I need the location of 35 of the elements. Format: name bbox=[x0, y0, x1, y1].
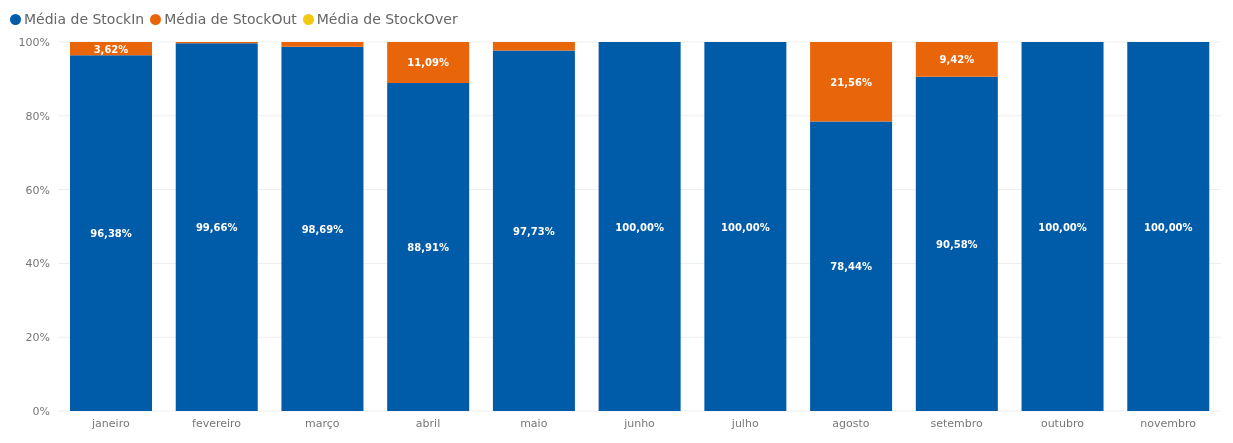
y-tick-label: 0% bbox=[32, 404, 50, 418]
data-label: 11,09% bbox=[407, 57, 450, 69]
legend-label: Média de StockOver bbox=[316, 11, 458, 27]
x-tick-label: janeiro bbox=[91, 416, 130, 430]
data-label: 21,56% bbox=[830, 76, 872, 88]
x-tick-label: maio bbox=[520, 416, 548, 430]
data-label: 98,69% bbox=[301, 223, 344, 235]
legend-label: Média de StockOut bbox=[164, 11, 297, 27]
y-tick-label: 40% bbox=[25, 257, 50, 271]
y-tick-label: 80% bbox=[25, 109, 50, 123]
data-label: 100,00% bbox=[1038, 221, 1087, 233]
data-label: 88,91% bbox=[407, 241, 450, 253]
data-label: 90,58% bbox=[935, 238, 978, 250]
data-label: 9,42% bbox=[939, 54, 975, 66]
y-tick-label: 60% bbox=[25, 183, 50, 197]
data-label: 3,62% bbox=[93, 43, 129, 55]
data-label: 99,66% bbox=[195, 222, 238, 234]
x-tick-label: março bbox=[305, 416, 340, 430]
legend-label: Média de StockIn bbox=[24, 11, 145, 27]
x-tick-label: outubro bbox=[1040, 416, 1085, 430]
x-tick-label: julho bbox=[730, 416, 759, 430]
x-tick-label: fevereiro bbox=[192, 416, 242, 430]
y-tick-label: 100% bbox=[18, 35, 50, 49]
x-tick-label: agosto bbox=[832, 416, 870, 430]
data-label: 96,38% bbox=[90, 228, 132, 240]
data-label: 100,00% bbox=[721, 221, 770, 233]
x-tick-label: novembro bbox=[1140, 416, 1197, 430]
data-label: 97,73% bbox=[513, 225, 555, 237]
y-tick-label: 20% bbox=[25, 331, 50, 345]
data-label: 100,00% bbox=[615, 221, 664, 233]
data-label: 100,00% bbox=[1143, 221, 1193, 233]
x-tick-label: junho bbox=[623, 416, 656, 430]
data-label: 78,44% bbox=[830, 261, 872, 273]
x-tick-label: setembro bbox=[930, 416, 984, 430]
x-tick-label: abril bbox=[415, 416, 441, 430]
